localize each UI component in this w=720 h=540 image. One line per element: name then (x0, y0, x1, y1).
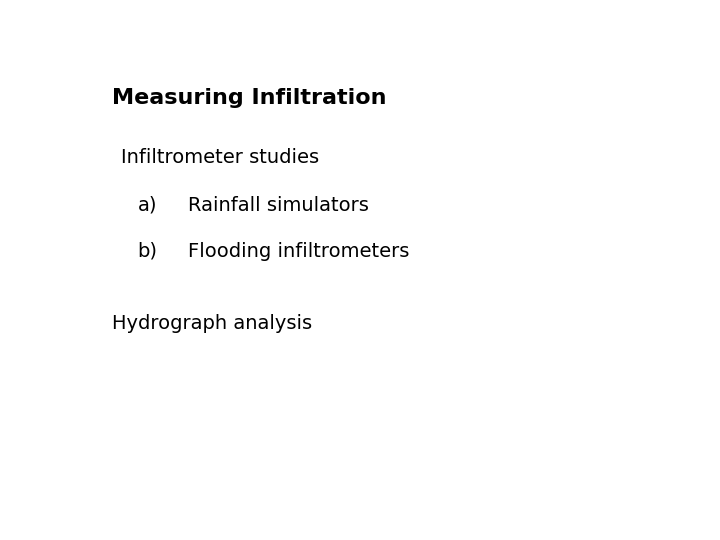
Text: Infiltrometer studies: Infiltrometer studies (121, 148, 319, 167)
Text: Hydrograph analysis: Hydrograph analysis (112, 314, 312, 333)
Text: a): a) (138, 196, 157, 215)
Text: Measuring Infiltration: Measuring Infiltration (112, 87, 387, 107)
Text: Rainfall simulators: Rainfall simulators (188, 196, 369, 215)
Text: b): b) (138, 241, 158, 260)
Text: Flooding infiltrometers: Flooding infiltrometers (188, 241, 409, 260)
